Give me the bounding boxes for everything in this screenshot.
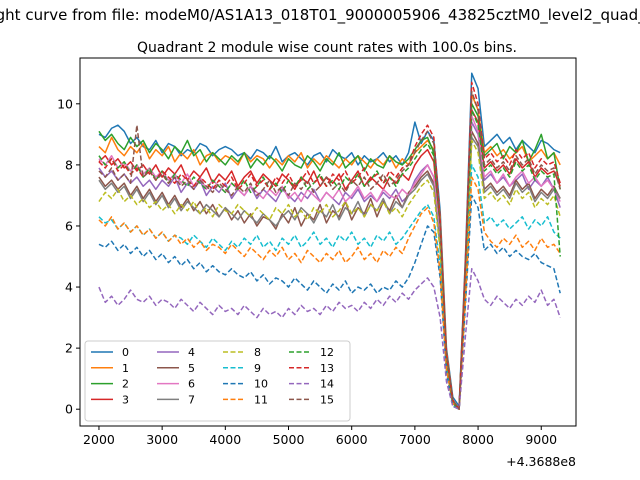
legend-label-12: 12 — [320, 346, 334, 359]
legend-label-8: 8 — [254, 346, 261, 359]
legend-label-11: 11 — [254, 393, 268, 406]
legend-label-10: 10 — [254, 378, 268, 391]
plot-frame — [79, 57, 577, 427]
legend-label-1: 1 — [122, 362, 129, 375]
x-axis: 2000 3000 4000 5000 6000 7000 8000 9000 — [83, 426, 557, 447]
x-tick-label: 6000 — [336, 432, 368, 447]
y-tick-label: 0 — [65, 402, 73, 417]
legend-label-9: 9 — [254, 362, 261, 375]
x-axis-offset-label: +4.3688e8 — [506, 454, 576, 469]
series-lines — [98, 72, 561, 410]
legend-label-6: 6 — [188, 378, 195, 391]
legend-label-14: 14 — [320, 378, 334, 391]
chart-title: Quadrant 2 module wise count rates with … — [137, 40, 517, 56]
y-tick-label: 8 — [65, 157, 73, 172]
series-line-14 — [98, 267, 561, 410]
series-line-8 — [98, 139, 561, 410]
legend-label-15: 15 — [320, 393, 334, 406]
series-line-10 — [98, 194, 561, 410]
series-line-6 — [98, 115, 561, 410]
y-tick-label: 2 — [65, 341, 73, 356]
figure-suptitle: Plotting light curve from file: modeM0/A… — [0, 6, 640, 25]
legend-label-3: 3 — [122, 393, 129, 406]
legend-label-2: 2 — [122, 378, 129, 391]
y-tick-label: 6 — [65, 218, 73, 233]
y-tick-label: 4 — [65, 280, 73, 295]
x-tick-label: 9000 — [525, 432, 557, 447]
legend-label-13: 13 — [320, 362, 334, 375]
legend-box — [84, 340, 351, 422]
series-line-11 — [98, 176, 561, 410]
series-line-15 — [98, 90, 561, 410]
y-axis: 0 2 4 6 8 10 — [57, 96, 80, 417]
x-tick-label: 3000 — [146, 432, 178, 447]
x-tick-label: 2000 — [83, 432, 115, 447]
x-tick-label: 8000 — [462, 432, 494, 447]
x-tick-label: 7000 — [399, 432, 431, 447]
x-tick-label: 4000 — [209, 432, 241, 447]
legend-label-4: 4 — [188, 346, 195, 359]
legend-label-0: 0 — [122, 346, 129, 359]
legend-label-5: 5 — [188, 362, 195, 375]
legend-label-7: 7 — [188, 393, 195, 406]
x-tick-label: 5000 — [273, 432, 305, 447]
y-tick-label: 10 — [57, 96, 73, 111]
